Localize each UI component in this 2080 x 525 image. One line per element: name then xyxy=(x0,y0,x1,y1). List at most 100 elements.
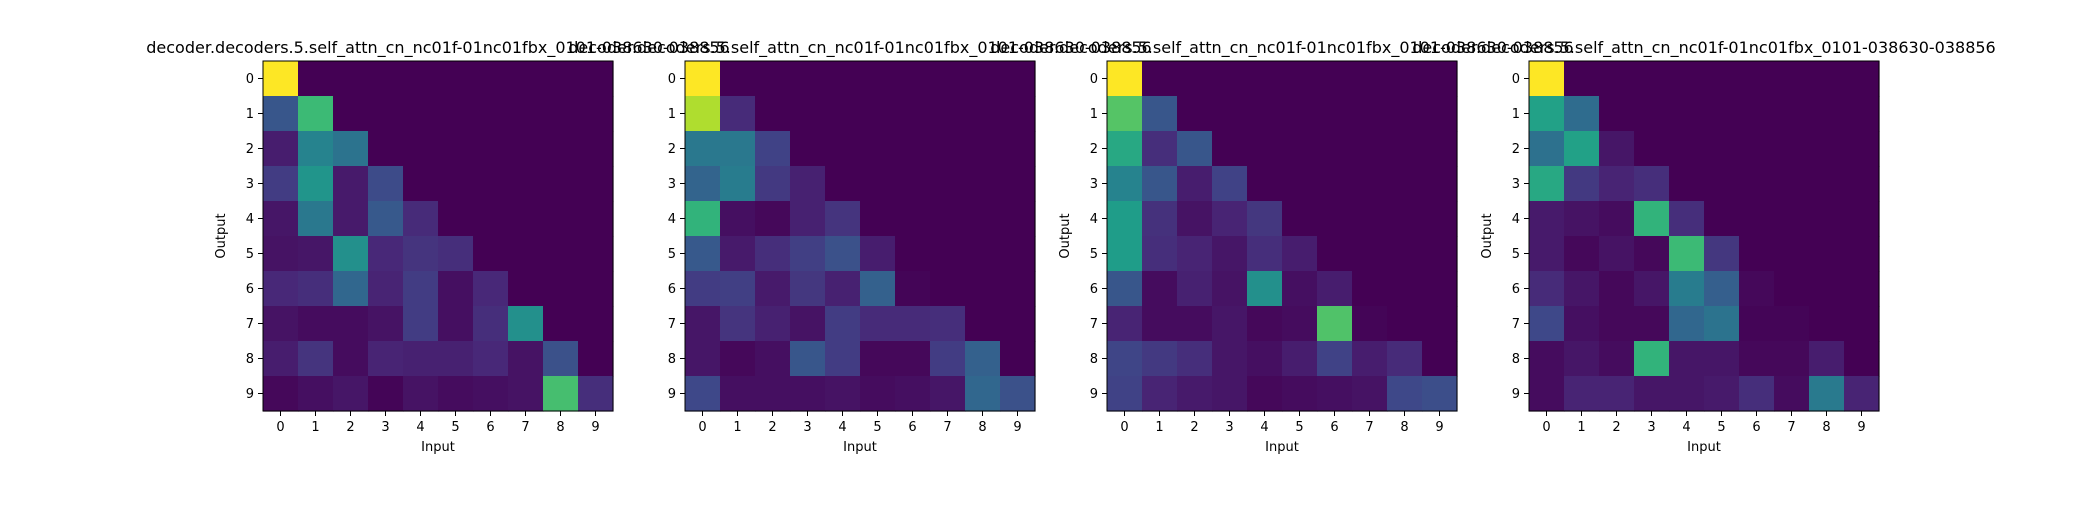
heatmap-cell xyxy=(895,271,931,307)
x-tick-label: 1 xyxy=(311,420,319,435)
y-tick-label: 6 xyxy=(1090,282,1098,297)
heatmap-cell xyxy=(720,96,756,132)
heatmap-cell xyxy=(368,96,404,132)
x-tick-label: 7 xyxy=(1365,420,1373,435)
heatmap-cell xyxy=(1422,131,1458,167)
heatmap-cell xyxy=(438,201,474,237)
heatmap-cell xyxy=(438,341,474,377)
heatmap-cell xyxy=(1599,166,1635,202)
heatmap-cell xyxy=(1634,61,1670,97)
heatmap-cell xyxy=(1704,201,1740,237)
heatmap-cell xyxy=(403,131,439,167)
heatmap-cell xyxy=(860,341,896,377)
heatmap-cell xyxy=(1529,131,1565,167)
y-tick-label: 2 xyxy=(1090,142,1098,157)
heatmap-cell xyxy=(930,96,966,132)
heatmap-cell xyxy=(578,306,614,342)
heatmap-cell xyxy=(1844,376,1880,412)
heatmap-cell xyxy=(298,236,334,272)
heatmap-cell xyxy=(1599,201,1635,237)
x-tick-label: 2 xyxy=(768,420,776,435)
y-tick-label: 9 xyxy=(1090,387,1098,402)
heatmap-cell xyxy=(438,376,474,412)
heatmap-cell xyxy=(720,131,756,167)
heatmap-cell xyxy=(1317,341,1353,377)
y-tick-label: 5 xyxy=(668,247,676,262)
y-tick-label: 5 xyxy=(1090,247,1098,262)
heatmap-cell xyxy=(1387,271,1423,307)
heatmap-cell xyxy=(1634,376,1670,412)
heatmap-cell xyxy=(1282,96,1318,132)
heatmap-cell xyxy=(755,376,791,412)
chart-title: decoder.decoders.5.self_attn_cn_nc01f-01… xyxy=(568,38,1151,58)
x-tick-label: 0 xyxy=(1542,420,1550,435)
x-tick-label: 3 xyxy=(1647,420,1655,435)
heatmap-cell xyxy=(543,166,579,202)
heatmap-cell xyxy=(1247,201,1283,237)
heatmap-cell xyxy=(895,306,931,342)
heatmap-cell xyxy=(543,341,579,377)
heatmap-cell xyxy=(438,236,474,272)
heatmap-cell xyxy=(685,166,721,202)
heatmap-cell xyxy=(1529,271,1565,307)
heatmap-cell xyxy=(1564,96,1600,132)
heatmap-cell xyxy=(1387,201,1423,237)
heatmap-cell xyxy=(1142,376,1178,412)
heatmap-cell xyxy=(578,376,614,412)
y-tick-label: 4 xyxy=(668,212,676,227)
heatmap-cell xyxy=(263,236,299,272)
heatmap-cell xyxy=(1529,236,1565,272)
heatmap-cell xyxy=(1387,61,1423,97)
y-tick-label: 4 xyxy=(1090,212,1098,227)
heatmap-cell xyxy=(1704,306,1740,342)
x-tick-label: 2 xyxy=(1612,420,1620,435)
heatmap-cell xyxy=(1317,131,1353,167)
heatmap-cell xyxy=(1704,376,1740,412)
y-tick-label: 6 xyxy=(246,282,254,297)
heatmap-cell xyxy=(1669,271,1705,307)
heatmap-cell xyxy=(473,166,509,202)
heatmap-cell xyxy=(263,201,299,237)
y-tick-label: 5 xyxy=(246,247,254,262)
y-tick-label: 8 xyxy=(668,352,676,367)
heatmap-cell xyxy=(403,271,439,307)
heatmap-cell xyxy=(438,306,474,342)
heatmap-cell xyxy=(1247,61,1283,97)
heatmap-cell xyxy=(1352,306,1388,342)
heatmap-cell xyxy=(1212,96,1248,132)
heatmap-cell xyxy=(1739,201,1775,237)
heatmap-cell xyxy=(685,96,721,132)
heatmap-cell xyxy=(1669,236,1705,272)
heatmap-cell xyxy=(298,61,334,97)
heatmap-cell xyxy=(508,236,544,272)
heatmap-cell xyxy=(825,306,861,342)
heatmap-cell xyxy=(1107,61,1143,97)
heatmap-cell xyxy=(895,376,931,412)
y-tick-label: 1 xyxy=(246,107,254,122)
heatmap-cell xyxy=(543,376,579,412)
heatmap-cell xyxy=(930,376,966,412)
heatmap-cell xyxy=(1107,341,1143,377)
heatmap-cell xyxy=(1564,201,1600,237)
chart-title: decoder.decoders.5.self_attn_cn_nc01f-01… xyxy=(990,38,1573,58)
heatmap-cell xyxy=(1352,341,1388,377)
y-tick-label: 6 xyxy=(1512,282,1520,297)
x-tick-label: 3 xyxy=(803,420,811,435)
heatmap-cell xyxy=(473,96,509,132)
heatmap-cell xyxy=(1177,201,1213,237)
heatmap-cell xyxy=(1809,271,1845,307)
heatmap-cell xyxy=(368,61,404,97)
heatmap-cell xyxy=(1844,271,1880,307)
heatmap-cell xyxy=(1599,271,1635,307)
heatmap-cell xyxy=(1107,166,1143,202)
heatmap-cell xyxy=(790,376,826,412)
y-tick-label: 7 xyxy=(668,317,676,332)
heatmap-cell xyxy=(895,61,931,97)
heatmap-cell xyxy=(1177,96,1213,132)
heatmap-cell xyxy=(578,61,614,97)
heatmap-cell xyxy=(333,61,369,97)
heatmap-cell xyxy=(1317,306,1353,342)
heatmap-cell xyxy=(508,96,544,132)
heatmap-cell xyxy=(543,236,579,272)
